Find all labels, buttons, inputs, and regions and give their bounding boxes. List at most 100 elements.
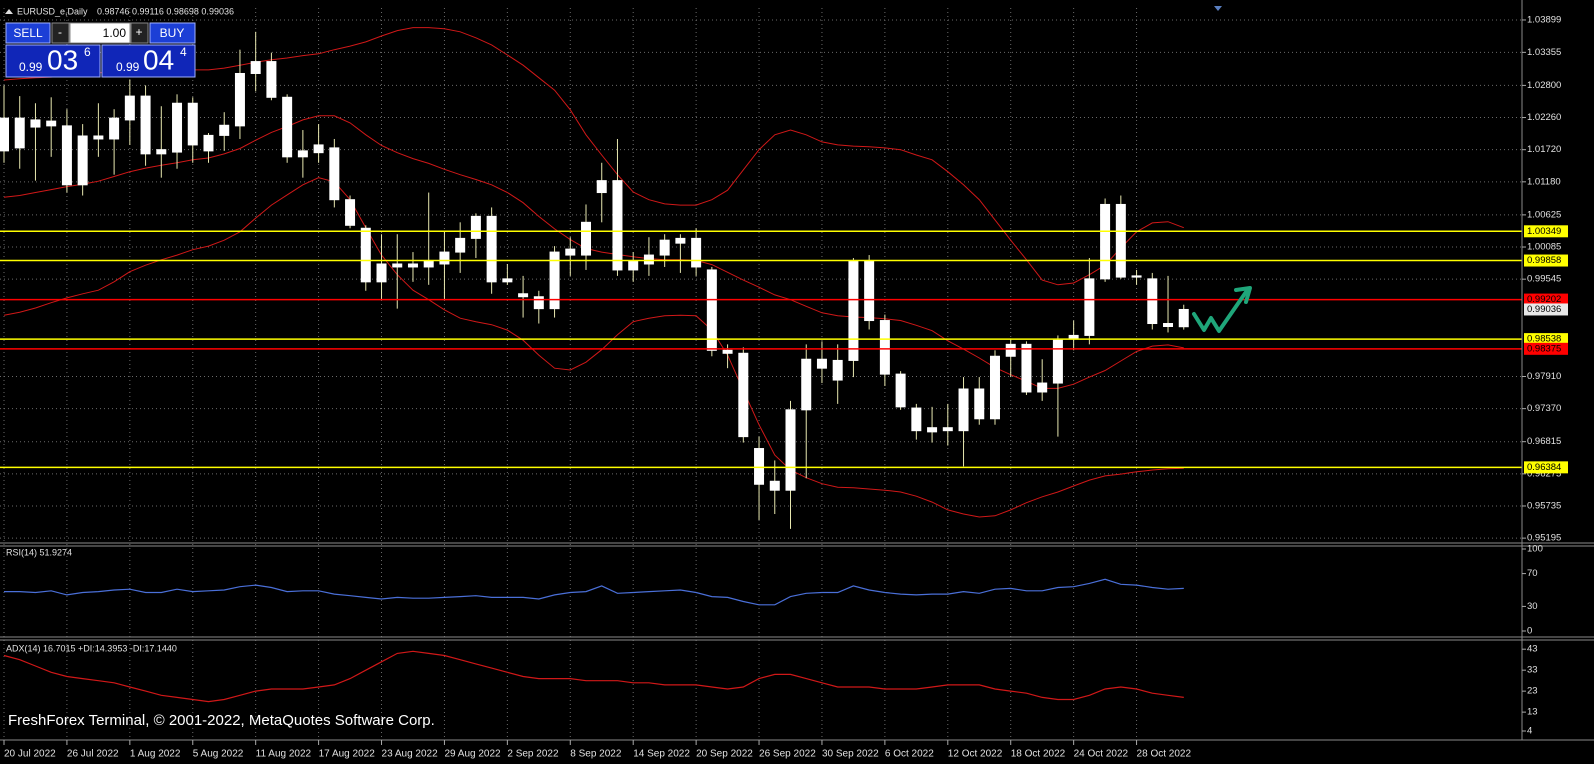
x-tick-label: 5 Aug 2022 (193, 749, 244, 760)
candle-body (691, 237, 702, 268)
symbol-label: EURUSD_e,Daily (17, 6, 88, 16)
level-label-box (1524, 293, 1568, 306)
ask-box[interactable] (101, 44, 196, 78)
candle-body (895, 373, 906, 408)
y-tick-label: 23 (1527, 686, 1538, 697)
candle-body (313, 144, 324, 154)
candle-body (879, 320, 890, 375)
candle-body (643, 254, 654, 265)
y-tick-label: 4 (1527, 726, 1532, 737)
y-tick-label: 0.95735 (1527, 500, 1561, 511)
buy-label[interactable]: BUY (160, 26, 185, 40)
x-tick-label: 6 Oct 2022 (885, 749, 934, 760)
candle-body (565, 248, 576, 256)
lot-input[interactable] (69, 22, 131, 44)
lot-plus-label[interactable]: + (135, 25, 142, 39)
x-tick-label: 28 Oct 2022 (1137, 749, 1192, 760)
candle-body (266, 61, 277, 98)
candle-body (219, 124, 230, 136)
sell-label[interactable]: SELL (13, 26, 43, 40)
candle-body (1131, 275, 1142, 278)
lot-plus[interactable] (130, 22, 149, 44)
lot-value[interactable]: 1.00 (103, 26, 127, 40)
y-tick-label: 0.99545 (1527, 274, 1561, 285)
y-tick-label: 1.02260 (1527, 112, 1561, 123)
candle-body (470, 215, 481, 239)
candle-body (407, 263, 418, 268)
current-price-box (1524, 303, 1568, 316)
candle-body (1068, 334, 1079, 339)
y-tick-label: 1.03899 (1527, 14, 1561, 25)
buy-button[interactable] (149, 22, 196, 44)
candle-body (61, 125, 72, 186)
candle-body (234, 72, 245, 127)
x-tick-label: 20 Jul 2022 (4, 749, 56, 760)
level-label: 0.98538 (1527, 334, 1561, 345)
candle-body (958, 388, 969, 432)
x-tick-label: 20 Sep 2022 (696, 749, 753, 760)
y-tick-label: 0.97370 (1527, 403, 1561, 414)
level-label: 1.00349 (1527, 226, 1561, 237)
y-tick-label: 13 (1527, 707, 1538, 718)
candle-body (801, 358, 812, 411)
candle-body (486, 215, 497, 283)
bid-small: 6 (84, 45, 91, 59)
candle-body (754, 448, 765, 485)
y-tick-label: 0.96275 (1527, 468, 1561, 479)
menu-icon[interactable] (5, 9, 13, 14)
x-tick-label: 17 Aug 2022 (319, 749, 376, 760)
y-tick-label: 1.00625 (1527, 209, 1561, 220)
x-tick-label: 23 Aug 2022 (382, 749, 439, 760)
y-tick-label: 30 (1527, 601, 1538, 612)
x-tick-label: 8 Sep 2022 (570, 749, 622, 760)
candle-body (14, 117, 25, 149)
candle-body (722, 349, 733, 354)
y-tick-label: 33 (1527, 665, 1538, 676)
candle-body (172, 102, 183, 153)
candle-body (1115, 203, 1126, 278)
x-tick-label: 1 Aug 2022 (130, 749, 181, 760)
candle-body (581, 221, 592, 256)
candle-body (439, 251, 450, 265)
candle-body (140, 95, 151, 155)
band-upper (3, 27, 1184, 286)
level-label: 0.99858 (1527, 255, 1561, 266)
level-label: 0.96384 (1527, 462, 1561, 473)
candle-body (156, 149, 167, 155)
candle-body (187, 102, 198, 146)
level-label-box (1524, 333, 1568, 346)
candle-body (738, 352, 749, 438)
candle-body (533, 296, 544, 310)
candle-body (518, 293, 529, 298)
candle-body (1052, 339, 1063, 384)
candle-body (659, 239, 670, 256)
bid-prefix: 0.99 (19, 60, 43, 74)
y-tick-label: 1.01180 (1527, 176, 1561, 187)
candle-body (612, 180, 623, 271)
y-tick-label: 1.03355 (1527, 47, 1561, 58)
y-tick-label: 43 (1527, 644, 1538, 655)
indicator-title: ADX(14) 16.7015 +DI:14.3953 -DI:17.1440 (6, 643, 177, 653)
candle-body (203, 134, 214, 152)
ask-big: 04 (143, 44, 174, 75)
indicator-line (4, 578, 1184, 606)
candle-body (1005, 343, 1016, 357)
x-tick-label: 18 Oct 2022 (1011, 749, 1066, 760)
candle-body (329, 147, 340, 201)
candle-body (1147, 278, 1158, 325)
candle-body (282, 96, 293, 158)
quote-label: 0.98746 0.99116 0.98698 0.99036 (97, 6, 234, 16)
candle-body (942, 427, 953, 432)
candle-body (911, 407, 922, 432)
lot-minus-label[interactable]: - (58, 25, 62, 39)
candle-body (297, 150, 308, 158)
level-label-box (1524, 342, 1568, 355)
candle-body (816, 358, 827, 369)
sell-button[interactable] (5, 22, 51, 44)
lot-minus[interactable] (51, 22, 70, 44)
bid-box[interactable] (5, 44, 101, 78)
main-layer (0, 27, 1522, 703)
ask-prefix: 0.99 (116, 60, 140, 74)
band-middle (3, 115, 1184, 389)
